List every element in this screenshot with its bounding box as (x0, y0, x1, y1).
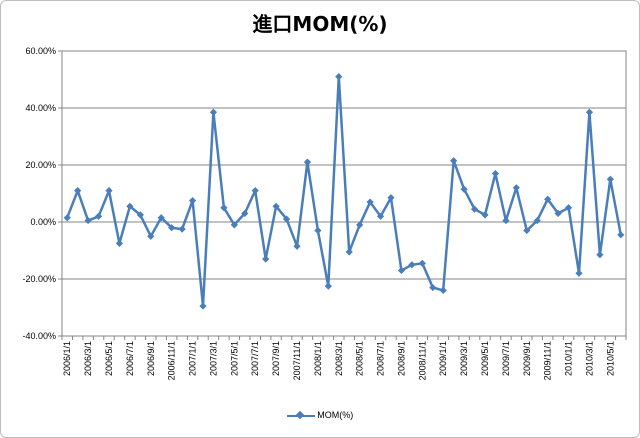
data-point (314, 226, 322, 235)
x-tick-label: 2007/11/1 (292, 341, 302, 380)
data-point (115, 239, 124, 247)
data-point (356, 221, 364, 229)
data-point (74, 187, 82, 195)
data-point (439, 286, 447, 294)
x-tick-label: 2008/3/1 (334, 341, 344, 376)
data-point (209, 108, 218, 116)
legend-swatch (286, 410, 315, 420)
data-point (596, 251, 604, 259)
data-point (366, 198, 374, 206)
data-point (84, 216, 92, 225)
data-point (136, 211, 144, 219)
data-point (491, 169, 500, 178)
data-point (262, 255, 270, 263)
data-point (397, 266, 406, 275)
data-point (63, 214, 71, 222)
data-point (481, 211, 489, 219)
data-point (94, 212, 103, 220)
data-point (324, 282, 332, 290)
x-tick-label: 2006/1/1 (62, 341, 72, 376)
data-point (470, 205, 479, 213)
data-point (408, 261, 416, 269)
x-tick-label: 2009/3/1 (459, 341, 469, 376)
x-tick-label: 2010/3/1 (584, 341, 594, 376)
y-tick-label: 20.00% (25, 160, 56, 170)
plot-area (61, 50, 627, 337)
data-point (251, 187, 259, 195)
chart-legend: MOM(%) (0, 410, 640, 420)
data-point (178, 225, 186, 233)
x-tick-label: 2010/5/1 (605, 341, 615, 376)
x-tick-label: 2007/5/1 (229, 341, 239, 376)
x-tick-label: 2009/9/1 (522, 341, 532, 376)
data-point (544, 195, 552, 203)
data-point (554, 209, 562, 218)
x-tick-label: 2007/1/1 (188, 341, 198, 376)
data-point (230, 221, 238, 229)
x-tick-label: 2006/3/1 (83, 341, 93, 376)
data-point (272, 202, 280, 210)
data-point (188, 197, 197, 205)
data-point (345, 248, 353, 256)
x-tick-label: 2007/7/1 (250, 341, 260, 376)
x-tick-label: 2008/7/1 (376, 341, 386, 376)
y-tick-label: 0.00% (30, 217, 56, 227)
y-tick-label: -20.00% (22, 274, 56, 284)
y-tick-label: 60.00% (25, 46, 56, 56)
data-point (606, 175, 614, 183)
data-point (575, 269, 583, 277)
data-point (450, 157, 458, 165)
x-tick-label: 2008/9/1 (396, 341, 406, 376)
data-point (220, 204, 228, 212)
x-tick-label: 2007/3/1 (208, 341, 218, 376)
data-point (564, 204, 573, 212)
data-point (502, 216, 510, 225)
data-point (335, 73, 343, 81)
data-point (241, 209, 249, 218)
x-tick-label: 2010/1/1 (564, 341, 574, 376)
x-tick-label: 2009/11/1 (543, 341, 553, 380)
data-point (303, 158, 312, 166)
data-point (376, 212, 385, 220)
data-point (157, 214, 165, 222)
data-point (460, 185, 468, 193)
data-point (585, 108, 594, 116)
x-tick-label: 2009/1/1 (438, 341, 448, 376)
x-tick-label: 2008/1/1 (313, 341, 323, 376)
x-tick-label: 2008/5/1 (355, 341, 365, 376)
chart-title: 進口MOM(%) (252, 12, 388, 36)
x-tick-label: 2009/5/1 (480, 341, 490, 376)
data-point (126, 202, 134, 210)
legend-label: MOM(%) (317, 410, 354, 420)
data-point (418, 259, 426, 267)
y-tick-label: -40.00% (22, 331, 56, 341)
x-tick-label: 2008/11/1 (417, 341, 427, 380)
data-point (199, 302, 207, 310)
x-tick-label: 2006/9/1 (146, 341, 156, 376)
data-point (429, 283, 437, 292)
x-tick-label: 2006/7/1 (125, 341, 135, 376)
y-tick-label: 40.00% (25, 103, 56, 113)
data-point (523, 226, 531, 235)
data-point (147, 232, 155, 240)
data-point (533, 216, 541, 225)
data-point (617, 231, 625, 239)
data-point (168, 224, 176, 232)
series-line-mom (66, 75, 623, 308)
data-point (512, 184, 520, 192)
x-tick-label: 2006/5/1 (104, 341, 114, 376)
x-tick-label: 2007/9/1 (271, 341, 281, 376)
data-point (387, 194, 395, 202)
data-point (105, 187, 113, 195)
data-point (282, 215, 291, 223)
data-point (293, 242, 301, 250)
x-tick-label: 2006/11/1 (167, 341, 177, 380)
x-tick-label: 2009/7/1 (501, 341, 511, 376)
